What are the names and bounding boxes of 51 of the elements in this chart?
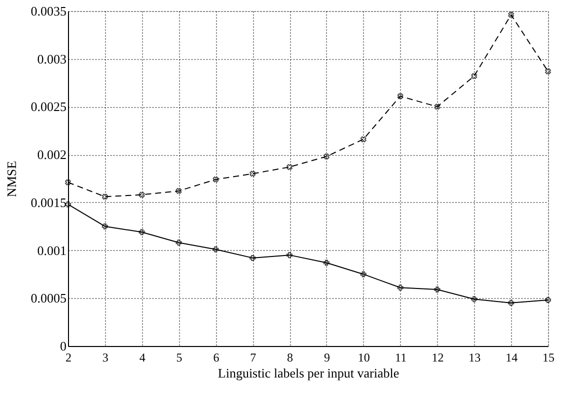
point xyxy=(138,229,145,236)
y-tick-label: 0.001 xyxy=(37,242,66,258)
point xyxy=(471,296,478,302)
y-tick-label: 0.0005 xyxy=(30,290,66,306)
point xyxy=(176,240,182,246)
x-tick-label: 11 xyxy=(395,350,407,364)
point xyxy=(102,223,108,230)
point xyxy=(212,176,219,182)
point xyxy=(360,136,366,142)
point xyxy=(102,194,108,200)
x-tick-label: 14 xyxy=(506,350,518,364)
point xyxy=(434,286,440,293)
point xyxy=(471,73,478,80)
point xyxy=(323,260,330,266)
y-axis-title: NMSE xyxy=(4,160,19,198)
point xyxy=(360,271,366,278)
x-tick-label: 15 xyxy=(542,350,554,364)
x-tick-label: 13 xyxy=(468,350,481,364)
point xyxy=(286,252,293,258)
x-tick-label: 10 xyxy=(358,350,370,364)
point xyxy=(250,170,256,177)
point xyxy=(65,179,71,186)
y-tick-label: 0.0035 xyxy=(30,4,66,18)
x-tick-label: 8 xyxy=(287,350,294,364)
x-tick-label: 7 xyxy=(250,350,256,364)
point xyxy=(212,246,219,252)
y-tick-label: 0.0015 xyxy=(30,194,66,210)
x-tick-label: 9 xyxy=(324,350,330,364)
x-tick-label: 2 xyxy=(66,350,72,364)
x-tick-label: 4 xyxy=(139,350,146,364)
point xyxy=(545,297,551,304)
point xyxy=(397,284,404,291)
point xyxy=(176,188,182,194)
point xyxy=(286,164,293,170)
point xyxy=(138,192,145,198)
point xyxy=(434,104,440,110)
x-axis-title: Linguistic labels per input variable xyxy=(218,366,400,380)
point xyxy=(545,68,551,74)
point xyxy=(397,93,404,100)
x-tick-label: 6 xyxy=(213,350,220,364)
x-tick-label: 3 xyxy=(102,350,108,364)
point xyxy=(508,12,514,18)
point xyxy=(323,154,330,160)
y-tick-label: 0.002 xyxy=(37,147,66,162)
x-tick-label: 12 xyxy=(432,350,444,364)
x-tick-label: 5 xyxy=(176,350,182,364)
y-tick-label: 0 xyxy=(60,338,66,354)
y-tick-label: 0.0025 xyxy=(30,99,66,114)
point xyxy=(508,300,514,306)
y-tick-label: 0.003 xyxy=(37,51,66,66)
point xyxy=(250,254,256,261)
